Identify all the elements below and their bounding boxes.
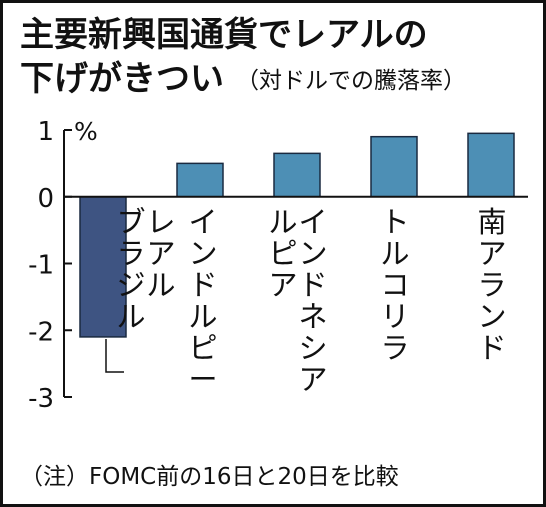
y-tick-label: 0 <box>37 184 54 214</box>
footnote: （注）FOMC前の16日と20日を比較 <box>20 464 399 490</box>
y-tick-label: -3 <box>28 384 54 414</box>
category-label-2: インドルピー <box>188 205 217 397</box>
bar-1 <box>79 196 127 338</box>
chart-title-line1: 主要新興国通貨でレアルの <box>20 15 428 55</box>
y-tick-label: -2 <box>28 317 54 347</box>
leader-line <box>105 339 124 373</box>
category-label-1: ブラジル <box>116 205 145 334</box>
bar-4 <box>370 135 418 198</box>
bar-5 <box>467 132 515 198</box>
chart-subtitle: （対ドルでの騰落率） <box>236 68 466 94</box>
category-label-3: インドネシア <box>298 205 327 397</box>
bar-3 <box>273 152 321 198</box>
y-tick-label: 1 <box>37 117 54 147</box>
category-label-5: 南アランド <box>477 205 506 365</box>
bar-2 <box>176 162 224 198</box>
category-label-3: ルピア <box>268 205 297 302</box>
y-axis-unit: % <box>74 117 98 146</box>
category-label-4: トルコリラ <box>380 205 409 365</box>
category-label-1: レアル <box>146 205 175 302</box>
chart-title-line2: 下げがきつい <box>20 59 224 99</box>
y-tick-label: -1 <box>28 251 54 281</box>
